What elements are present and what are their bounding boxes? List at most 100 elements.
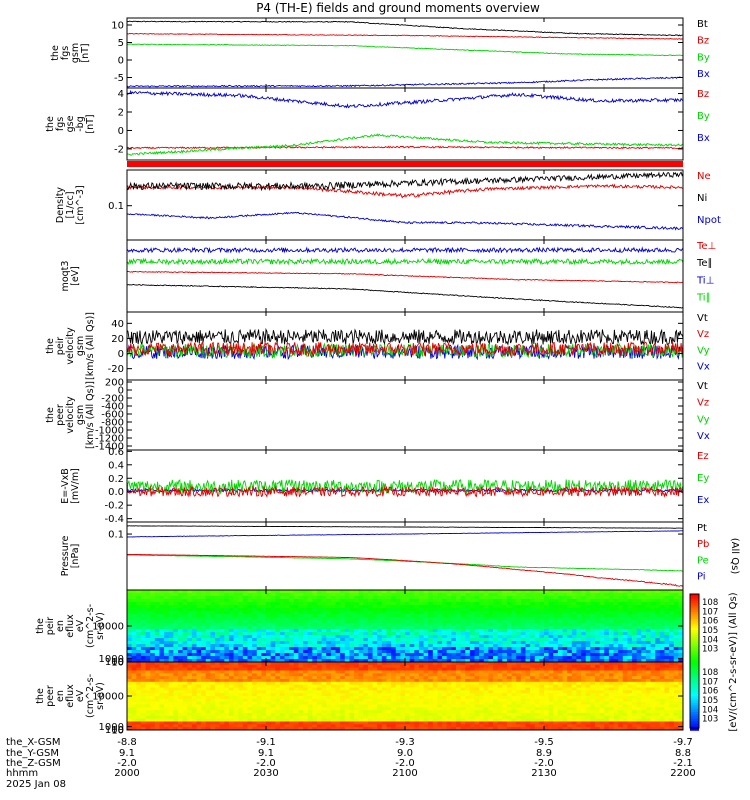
spectrogram-cell — [349, 684, 355, 688]
spectrogram-cell — [585, 690, 591, 694]
spectrogram-cell — [414, 605, 420, 609]
spectrogram-cell — [131, 605, 137, 609]
spectrogram-cell — [585, 620, 591, 624]
spectrogram-cell — [548, 687, 554, 691]
spectrogram-cell — [173, 614, 179, 618]
spectrogram-cell — [455, 590, 461, 594]
spectrogram-cell — [636, 690, 642, 694]
spectrogram-cell — [460, 635, 466, 639]
spectrogram-cell — [242, 596, 248, 600]
spectrogram-cell — [525, 653, 531, 657]
spectrogram-cell — [567, 684, 573, 688]
spectrogram-cell — [312, 617, 318, 621]
spectrogram-cell — [437, 659, 443, 663]
spectrogram-cell — [191, 632, 197, 636]
spectrogram-cell — [127, 617, 133, 621]
spectrogram-cell — [405, 599, 411, 603]
spectrogram-cell — [650, 608, 656, 612]
spectrogram-cell — [418, 638, 424, 642]
spectrogram-cell — [622, 650, 628, 654]
spectrogram-cell — [544, 684, 550, 688]
spectrogram-cell — [428, 608, 434, 612]
spectrogram-cell — [655, 635, 661, 639]
spectrogram-cell — [460, 638, 466, 642]
spectrogram-cell — [284, 626, 290, 630]
spectrogram-cell — [252, 701, 258, 705]
spectrogram-cell — [266, 602, 272, 606]
spectrogram-cell — [344, 641, 350, 645]
spectrogram-cell — [530, 611, 536, 615]
spectrogram-cell — [488, 659, 494, 663]
spectrogram-cell — [298, 641, 304, 645]
spectrogram-cell — [173, 608, 179, 612]
spectrogram-cell — [312, 687, 318, 691]
spectrogram-cell — [261, 599, 267, 603]
spectrogram-cell — [678, 676, 684, 680]
spectrogram-cell — [460, 629, 466, 633]
spectrogram-cell — [446, 693, 452, 697]
spectrogram-cell — [590, 679, 596, 683]
spectrogram-cell — [455, 611, 461, 615]
spectrogram-cell — [506, 681, 512, 686]
spectrogram-cell — [506, 690, 512, 694]
spectrogram-cell — [502, 656, 508, 660]
spectrogram-cell — [150, 659, 156, 663]
spectrogram-cell — [238, 632, 244, 636]
spectrogram-cell — [618, 635, 624, 639]
spectrogram-cell — [252, 611, 258, 615]
spectrogram-cell — [483, 676, 489, 680]
spectrogram-cell — [469, 679, 475, 683]
spectrogram-cell — [502, 690, 508, 694]
spectrogram-cell — [252, 626, 258, 630]
spectrogram-cell — [270, 602, 276, 606]
spectrogram-cell — [664, 596, 670, 600]
spectrogram-cell — [669, 687, 675, 691]
spectrogram-cell — [367, 629, 373, 633]
spectrogram-cell — [131, 626, 137, 630]
spectrogram-cell — [673, 673, 679, 677]
spectrogram-cell — [242, 667, 248, 671]
spectrogram-cell — [159, 614, 165, 618]
spectrogram-cell — [238, 641, 244, 645]
spectrogram-cell — [252, 673, 258, 677]
spectrogram-cell — [284, 696, 290, 700]
spectrogram-cell — [381, 690, 387, 694]
spectrogram-cell — [196, 698, 202, 703]
spectrogram-cell — [465, 656, 471, 660]
spectrogram-cell — [196, 679, 202, 683]
spectrogram-cell — [455, 620, 461, 624]
spectrogram-cell — [182, 679, 188, 683]
spectrogram-cell — [358, 653, 364, 657]
spectrogram-cell — [196, 690, 202, 694]
spectrogram-cell — [377, 698, 383, 703]
spectrogram-cell — [576, 620, 582, 624]
spectrogram-cell — [228, 673, 234, 677]
spectrogram-cell — [539, 602, 545, 606]
spectrogram-cell — [636, 679, 642, 683]
spectrogram-cell — [437, 620, 443, 624]
spectrogram-cell — [400, 681, 406, 686]
spectrogram-cell — [455, 647, 461, 651]
spectrogram-cell — [395, 693, 401, 697]
spectrogram-cell — [581, 698, 587, 703]
spectrogram-cell — [321, 599, 327, 603]
spectrogram-cell — [131, 629, 137, 633]
spectrogram-cell — [488, 644, 494, 648]
spectrogram-cell — [576, 644, 582, 648]
spectrogram-cell — [618, 602, 624, 606]
spectrogram-cell — [307, 696, 313, 700]
legend-Ey: Ey — [697, 473, 709, 484]
spectrogram-cell — [210, 629, 216, 633]
spectrogram-cell — [469, 696, 475, 700]
spectrogram-cell — [525, 693, 531, 697]
spectrogram-cell — [520, 676, 526, 680]
y-label-line: eV — [75, 619, 86, 632]
spectrogram-cell — [293, 681, 299, 686]
spectrogram-cell — [488, 690, 494, 694]
spectrogram-cell — [381, 679, 387, 683]
spectrogram-cell — [673, 670, 679, 674]
spectrogram-cell — [381, 701, 387, 705]
spectrogram-cell — [599, 620, 605, 624]
spectrogram-cell — [632, 629, 638, 633]
spectrogram-cell — [562, 632, 568, 636]
